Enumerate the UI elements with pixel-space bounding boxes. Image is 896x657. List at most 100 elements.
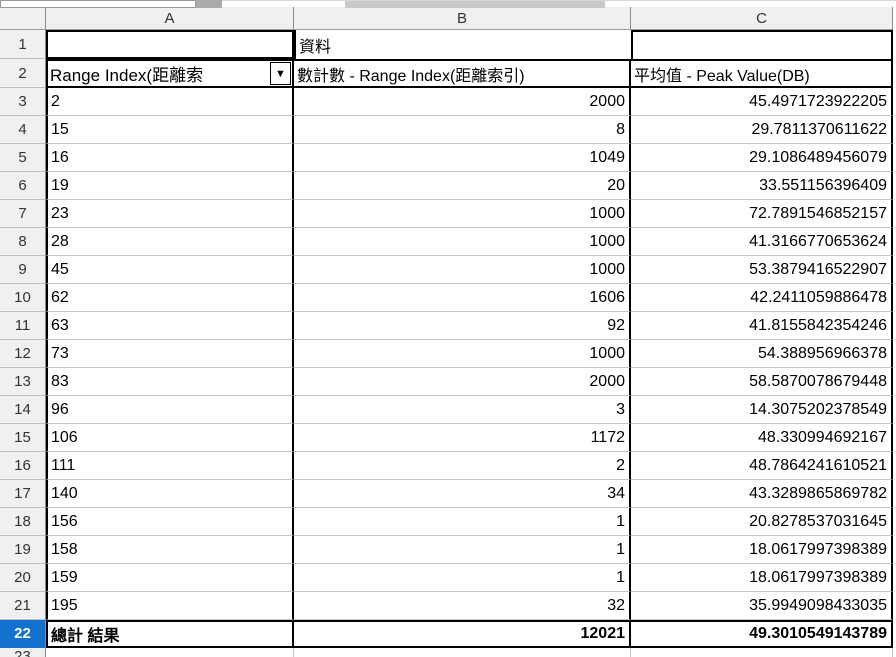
cell-b1-pivot-data-label[interactable]: 資料 bbox=[294, 30, 631, 59]
total-label-cell[interactable]: 總計 結果 bbox=[46, 620, 294, 648]
count-cell[interactable]: 1000 bbox=[294, 256, 631, 284]
column-header-c[interactable]: C bbox=[631, 7, 893, 30]
count-cell[interactable]: 1049 bbox=[294, 144, 631, 172]
row-header[interactable]: 13 bbox=[0, 368, 46, 396]
row-header-22-selected[interactable]: 22 bbox=[0, 620, 46, 648]
select-all-corner[interactable] bbox=[0, 7, 46, 30]
average-cell[interactable]: 18.0617997398389 bbox=[631, 564, 893, 592]
count-cell[interactable]: 32 bbox=[294, 592, 631, 620]
average-cell[interactable]: 43.3289865869782 bbox=[631, 480, 893, 508]
count-cell[interactable]: 1000 bbox=[294, 228, 631, 256]
count-cell[interactable]: 1 bbox=[294, 564, 631, 592]
cell-b2-count-header[interactable]: 數計數 - Range Index(距離索引) bbox=[294, 59, 631, 88]
cell-a1[interactable] bbox=[46, 30, 294, 59]
range-index-cell[interactable]: 15 bbox=[46, 116, 294, 144]
row-header[interactable]: 8 bbox=[0, 228, 46, 256]
count-cell[interactable]: 1172 bbox=[294, 424, 631, 452]
average-cell[interactable]: 41.8155842354246 bbox=[631, 312, 893, 340]
average-cell[interactable]: 54.388956966378 bbox=[631, 340, 893, 368]
row-header[interactable]: 15 bbox=[0, 424, 46, 452]
range-index-cell[interactable]: 111 bbox=[46, 452, 294, 480]
average-cell[interactable]: 42.2411059886478 bbox=[631, 284, 893, 312]
count-cell[interactable]: 92 bbox=[294, 312, 631, 340]
average-cell[interactable]: 35.9949098433035 bbox=[631, 592, 893, 620]
range-index-cell[interactable]: 63 bbox=[46, 312, 294, 340]
average-cell[interactable]: 29.7811370611622 bbox=[631, 116, 893, 144]
column-header-a[interactable]: A bbox=[46, 7, 294, 30]
cell-c2-average-header[interactable]: 平均值 - Peak Value(DB) bbox=[631, 59, 893, 88]
range-index-cell[interactable]: 19 bbox=[46, 172, 294, 200]
count-cell[interactable]: 20 bbox=[294, 172, 631, 200]
row-header[interactable]: 21 bbox=[0, 592, 46, 620]
row-header[interactable]: 19 bbox=[0, 536, 46, 564]
range-index-cell[interactable]: 23 bbox=[46, 200, 294, 228]
average-cell[interactable]: 45.4971723922205 bbox=[631, 88, 893, 116]
count-cell[interactable]: 1606 bbox=[294, 284, 631, 312]
row-header[interactable]: 10 bbox=[0, 284, 46, 312]
row-header[interactable]: 9 bbox=[0, 256, 46, 284]
row-header[interactable]: 6 bbox=[0, 172, 46, 200]
count-cell[interactable]: 1000 bbox=[294, 340, 631, 368]
range-index-cell[interactable]: 2 bbox=[46, 88, 294, 116]
row-header-2[interactable]: 2 bbox=[0, 59, 46, 88]
average-cell[interactable]: 33.551156396409 bbox=[631, 172, 893, 200]
average-cell[interactable]: 29.1086489456079 bbox=[631, 144, 893, 172]
row-header[interactable]: 4 bbox=[0, 116, 46, 144]
range-index-cell[interactable]: 106 bbox=[46, 424, 294, 452]
count-cell[interactable]: 34 bbox=[294, 480, 631, 508]
row-header[interactable]: 20 bbox=[0, 564, 46, 592]
range-index-cell[interactable]: 73 bbox=[46, 340, 294, 368]
row-header-1[interactable]: 1 bbox=[0, 30, 46, 59]
empty-cell[interactable] bbox=[631, 648, 893, 657]
count-cell[interactable]: 8 bbox=[294, 116, 631, 144]
name-box-edge[interactable] bbox=[0, 0, 196, 8]
average-cell[interactable]: 14.3075202378549 bbox=[631, 396, 893, 424]
range-index-cell[interactable]: 96 bbox=[46, 396, 294, 424]
range-index-cell[interactable]: 62 bbox=[46, 284, 294, 312]
count-cell[interactable]: 2000 bbox=[294, 88, 631, 116]
row-header[interactable]: 3 bbox=[0, 88, 46, 116]
sheet-row-2: 2 Range Index(距離索 ▼ 數計數 - Range Index(距離… bbox=[0, 59, 896, 88]
count-cell[interactable]: 2000 bbox=[294, 368, 631, 396]
row-header[interactable]: 17 bbox=[0, 480, 46, 508]
row-header-23[interactable]: 23 bbox=[0, 648, 46, 657]
range-index-cell[interactable]: 83 bbox=[46, 368, 294, 396]
count-cell[interactable]: 2 bbox=[294, 452, 631, 480]
toolbar-button-edge[interactable] bbox=[196, 0, 222, 8]
average-cell[interactable]: 53.3879416522907 bbox=[631, 256, 893, 284]
range-index-cell[interactable]: 195 bbox=[46, 592, 294, 620]
average-cell[interactable]: 20.8278537031645 bbox=[631, 508, 893, 536]
average-cell[interactable]: 18.0617997398389 bbox=[631, 536, 893, 564]
range-index-cell[interactable]: 159 bbox=[46, 564, 294, 592]
row-header[interactable]: 14 bbox=[0, 396, 46, 424]
count-cell[interactable]: 1000 bbox=[294, 200, 631, 228]
range-index-cell[interactable]: 140 bbox=[46, 480, 294, 508]
range-index-cell[interactable]: 28 bbox=[46, 228, 294, 256]
average-cell[interactable]: 72.7891546852157 bbox=[631, 200, 893, 228]
total-count-cell[interactable]: 12021 bbox=[294, 620, 631, 648]
cell-a2-range-index-field[interactable]: Range Index(距離索 ▼ bbox=[46, 59, 294, 88]
range-index-cell[interactable]: 45 bbox=[46, 256, 294, 284]
count-cell[interactable]: 1 bbox=[294, 536, 631, 564]
range-index-cell[interactable]: 158 bbox=[46, 536, 294, 564]
row-header[interactable]: 18 bbox=[0, 508, 46, 536]
empty-cell[interactable] bbox=[46, 648, 294, 657]
count-cell[interactable]: 1 bbox=[294, 508, 631, 536]
row-header[interactable]: 7 bbox=[0, 200, 46, 228]
average-cell[interactable]: 48.330994692167 bbox=[631, 424, 893, 452]
count-cell[interactable]: 3 bbox=[294, 396, 631, 424]
average-cell[interactable]: 48.7864241610521 bbox=[631, 452, 893, 480]
range-index-cell[interactable]: 16 bbox=[46, 144, 294, 172]
cell-c1[interactable] bbox=[631, 30, 893, 59]
average-cell[interactable]: 41.3166770653624 bbox=[631, 228, 893, 256]
autofilter-dropdown-icon[interactable]: ▼ bbox=[270, 62, 291, 85]
row-header[interactable]: 11 bbox=[0, 312, 46, 340]
empty-cell[interactable] bbox=[294, 648, 631, 657]
row-header[interactable]: 12 bbox=[0, 340, 46, 368]
column-header-b[interactable]: B bbox=[294, 7, 631, 30]
row-header[interactable]: 5 bbox=[0, 144, 46, 172]
row-header[interactable]: 16 bbox=[0, 452, 46, 480]
total-average-cell[interactable]: 49.3010549143789 bbox=[631, 620, 893, 648]
average-cell[interactable]: 58.5870078679448 bbox=[631, 368, 893, 396]
range-index-cell[interactable]: 156 bbox=[46, 508, 294, 536]
